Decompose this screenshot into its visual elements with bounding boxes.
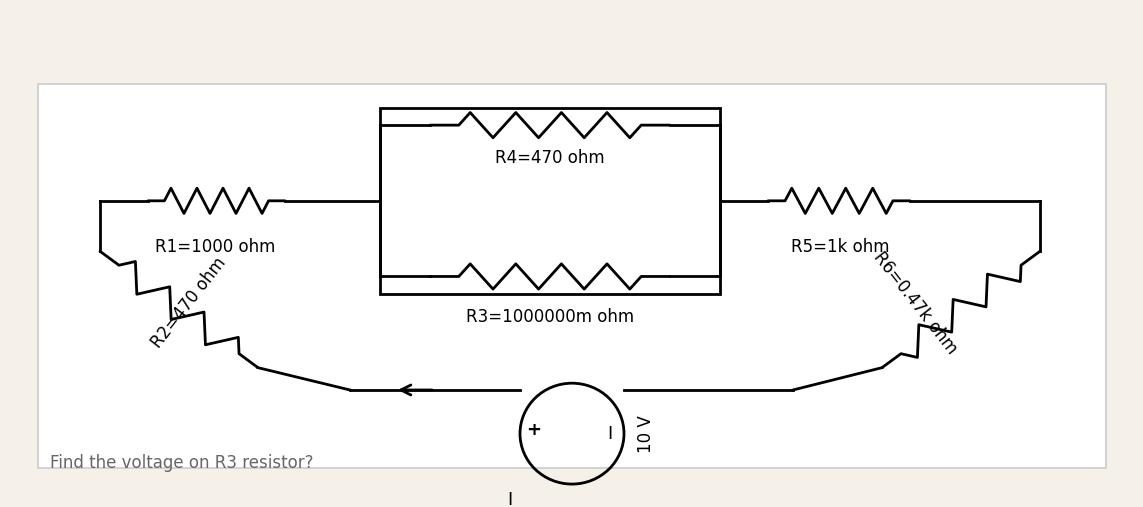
Text: I: I bbox=[507, 491, 512, 507]
Bar bbox=[379, 107, 720, 294]
Text: Find the voltage on R3 resistor?: Find the voltage on R3 resistor? bbox=[50, 454, 313, 473]
FancyBboxPatch shape bbox=[38, 84, 1106, 467]
Text: +: + bbox=[527, 421, 542, 439]
Text: R5=1k ohm: R5=1k ohm bbox=[791, 238, 889, 256]
Text: 10 V: 10 V bbox=[637, 415, 655, 453]
Text: I: I bbox=[607, 425, 613, 443]
Text: R1=1000 ohm: R1=1000 ohm bbox=[154, 238, 275, 256]
Text: R3=1000000m ohm: R3=1000000m ohm bbox=[466, 308, 634, 326]
Text: R4=470 ohm: R4=470 ohm bbox=[495, 149, 605, 167]
Text: R6=0.47k ohm: R6=0.47k ohm bbox=[870, 248, 961, 357]
Text: R2=470 ohm: R2=470 ohm bbox=[147, 254, 230, 351]
